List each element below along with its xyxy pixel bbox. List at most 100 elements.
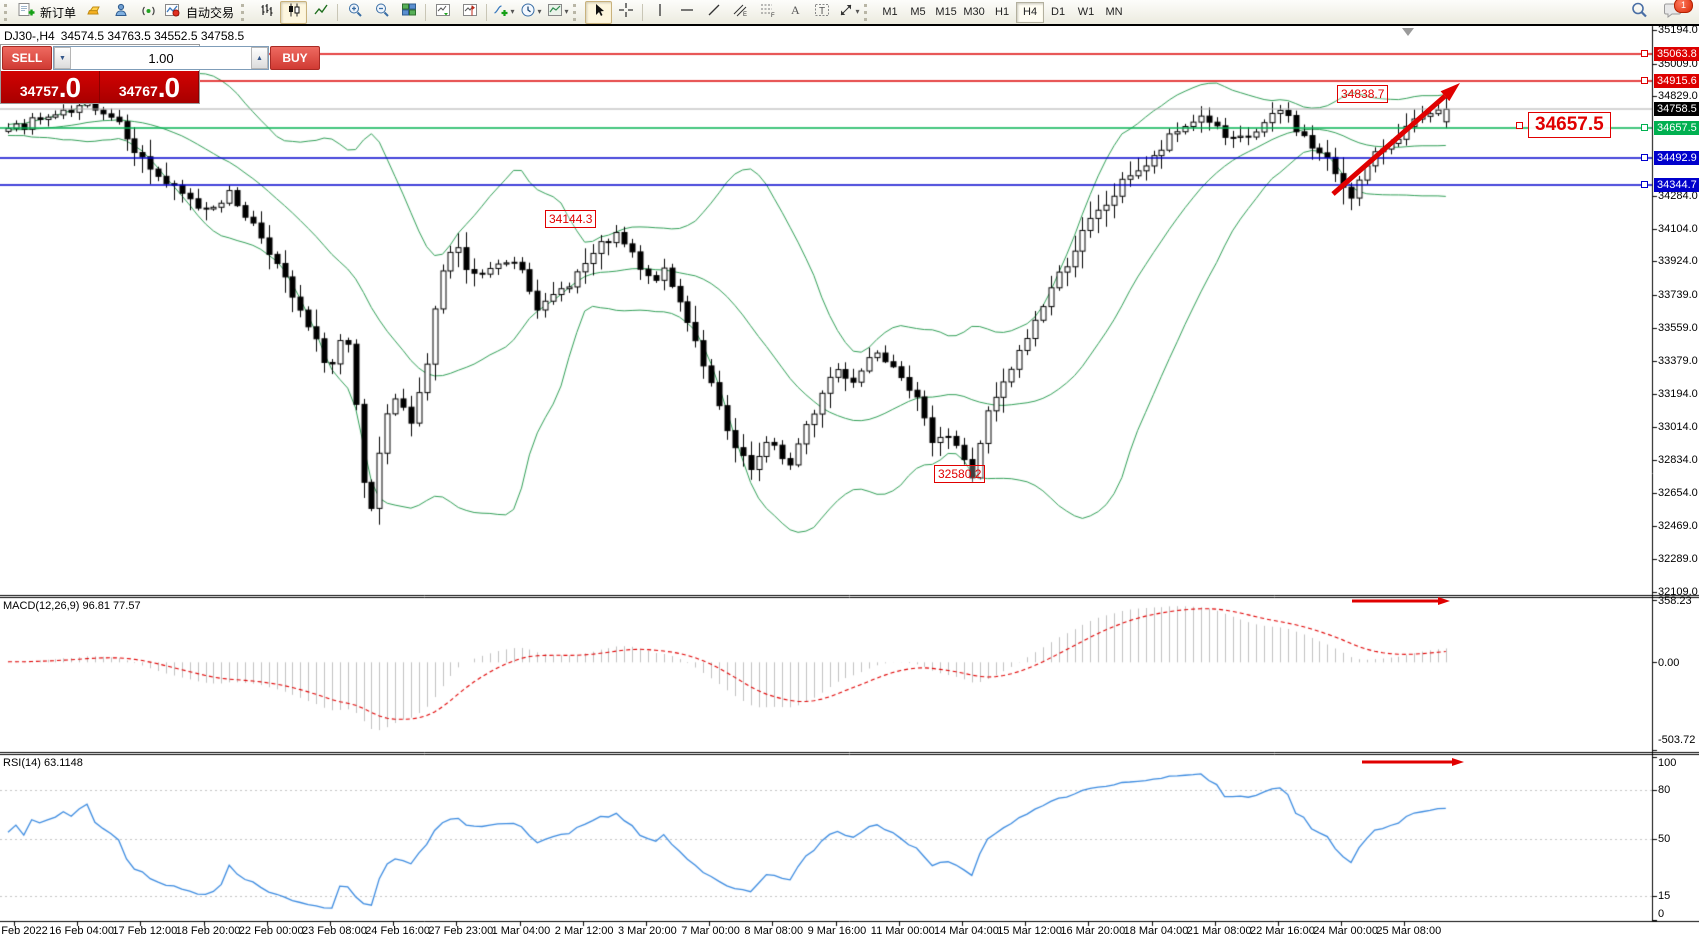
timeframe-H1[interactable]: H1 bbox=[995, 6, 1010, 18]
new-order-icon bbox=[18, 2, 35, 23]
autotrade-button[interactable]: 自动交易 bbox=[162, 1, 239, 24]
chart-shift-icon bbox=[462, 2, 478, 23]
signal-button[interactable] bbox=[135, 1, 162, 24]
price-annotation[interactable]: 34838.7 bbox=[1337, 85, 1389, 103]
timeframe-M30[interactable]: M30 bbox=[963, 6, 985, 18]
candlestick-mode-button[interactable] bbox=[280, 0, 308, 24]
indicators-button[interactable]: ▾ bbox=[490, 1, 517, 24]
price-annotation[interactable]: 34657.5 bbox=[1528, 112, 1611, 138]
buy-button-label: BUY bbox=[282, 51, 308, 65]
sell-price[interactable]: 34757.0 bbox=[1, 71, 100, 103]
search-icon bbox=[1630, 1, 1648, 24]
buy-button[interactable]: BUY bbox=[270, 46, 320, 70]
trade-panel-prices: 34757.0 34767.0 bbox=[1, 71, 199, 103]
chart-shift-button[interactable] bbox=[456, 1, 483, 24]
line-chart-icon bbox=[313, 2, 329, 23]
dropdown-caret-icon: ▾ bbox=[855, 7, 860, 16]
notification-badge: 1 bbox=[1674, 0, 1693, 13]
toolbar-grip bbox=[4, 3, 12, 21]
fibonacci-tool-button[interactable]: F bbox=[754, 1, 781, 24]
template-icon bbox=[547, 2, 563, 23]
templates-button[interactable]: ▾ bbox=[544, 1, 571, 24]
timeframe-D1[interactable]: D1 bbox=[1051, 6, 1066, 18]
timeframe-MN[interactable]: MN bbox=[1105, 6, 1123, 18]
vertical-line-tool-button[interactable] bbox=[646, 1, 673, 24]
toolbar-separator bbox=[642, 3, 644, 21]
toolbar-grip bbox=[573, 3, 581, 21]
sell-button[interactable]: SELL bbox=[2, 46, 52, 70]
community-button[interactable] bbox=[108, 1, 135, 24]
new-order-button[interactable]: 新订单 bbox=[16, 1, 81, 24]
periods-button[interactable]: ▾ bbox=[517, 1, 544, 24]
buy-price[interactable]: 34767.0 bbox=[100, 71, 199, 103]
trendline-icon bbox=[706, 2, 722, 23]
svg-text:A: A bbox=[791, 3, 800, 17]
volume-input[interactable] bbox=[71, 47, 251, 69]
arrows-tool-button[interactable]: ▾ bbox=[835, 1, 862, 24]
bar-chart-mode-button[interactable] bbox=[253, 1, 280, 24]
horizontal-line-icon bbox=[679, 2, 695, 23]
crosshair-button[interactable] bbox=[612, 1, 639, 24]
arrows-icon bbox=[838, 2, 854, 23]
text-label-tool-button[interactable]: T bbox=[808, 1, 835, 24]
timeframe-group: M1 M5 M15 M30 H1 H4 D1 W1 MN bbox=[876, 1, 1128, 23]
main-toolbar: 新订单 自动交易 bbox=[0, 0, 1699, 24]
channel-tool-button[interactable]: E bbox=[727, 1, 754, 24]
candlestick-icon bbox=[286, 2, 302, 23]
crosshair-icon bbox=[618, 2, 634, 23]
volume-decrease-button[interactable]: ▼ bbox=[54, 47, 71, 69]
horizontal-line-tool-button[interactable] bbox=[673, 1, 700, 24]
person-icon bbox=[113, 2, 130, 23]
timeframe-M1[interactable]: M1 bbox=[882, 6, 898, 18]
svg-text:E: E bbox=[743, 12, 747, 18]
sell-price-main: 34757 bbox=[19, 83, 59, 99]
clock-icon bbox=[520, 2, 536, 23]
zoom-in-button[interactable] bbox=[341, 1, 368, 24]
tile-windows-button[interactable] bbox=[395, 1, 422, 24]
zoom-out-button[interactable] bbox=[368, 1, 395, 24]
buy-price-main: 34767 bbox=[118, 83, 158, 99]
equidistant-channel-icon: E bbox=[732, 2, 749, 23]
fibonacci-icon: F bbox=[759, 2, 776, 23]
toolbar-right: 1 bbox=[1625, 0, 1697, 24]
chart-shift-marker[interactable] bbox=[1402, 28, 1414, 36]
cursor-button[interactable] bbox=[585, 0, 613, 24]
tile-windows-icon bbox=[401, 2, 417, 23]
price-annotation[interactable]: 32580.2 bbox=[934, 465, 986, 483]
price-scale[interactable] bbox=[1653, 26, 1699, 921]
toolbar-grip bbox=[241, 3, 249, 21]
toolbar-separator bbox=[425, 3, 427, 21]
deposit-button[interactable] bbox=[81, 1, 108, 24]
toolbar-grip bbox=[864, 3, 872, 21]
toolbar-divider bbox=[0, 24, 1699, 26]
autotrade-icon bbox=[164, 2, 181, 23]
dropdown-caret-icon: ▾ bbox=[510, 7, 515, 16]
annotation-handle[interactable] bbox=[1516, 122, 1523, 129]
trade-panel-controls: SELL ▼ ▲ BUY bbox=[1, 45, 320, 71]
timeframe-M15[interactable]: M15 bbox=[935, 6, 957, 18]
search-button[interactable] bbox=[1625, 1, 1652, 24]
auto-scroll-button[interactable] bbox=[429, 1, 456, 24]
line-chart-mode-button[interactable] bbox=[307, 1, 334, 24]
notifications-button[interactable]: 1 bbox=[1660, 0, 1693, 24]
symbol-period-label: DJ30-,H4 bbox=[4, 29, 55, 43]
price-annotation[interactable]: 34144.3 bbox=[545, 210, 597, 228]
buy-price-frac: .0 bbox=[157, 72, 180, 103]
text-label-icon: T bbox=[814, 2, 830, 23]
toolbar-separator bbox=[486, 3, 488, 21]
text-tool-button[interactable]: A bbox=[781, 1, 808, 24]
timeframe-W1[interactable]: W1 bbox=[1077, 6, 1095, 18]
one-click-trading-panel: SELL ▼ ▲ BUY 34757.0 34767.0 bbox=[0, 44, 320, 104]
sell-price-frac: .0 bbox=[58, 72, 81, 103]
time-scale[interactable] bbox=[0, 922, 1652, 945]
dropdown-caret-icon: ▾ bbox=[564, 7, 569, 16]
dropdown-caret-icon: ▾ bbox=[537, 7, 542, 16]
timeframe-M5[interactable]: M5 bbox=[910, 6, 926, 18]
volume-increase-button[interactable]: ▲ bbox=[251, 47, 268, 69]
timeframe-H4[interactable]: H4 bbox=[1016, 1, 1045, 23]
new-order-label: 新订单 bbox=[40, 5, 77, 20]
trendline-tool-button[interactable] bbox=[700, 1, 727, 24]
toolbar-separator bbox=[337, 3, 339, 21]
